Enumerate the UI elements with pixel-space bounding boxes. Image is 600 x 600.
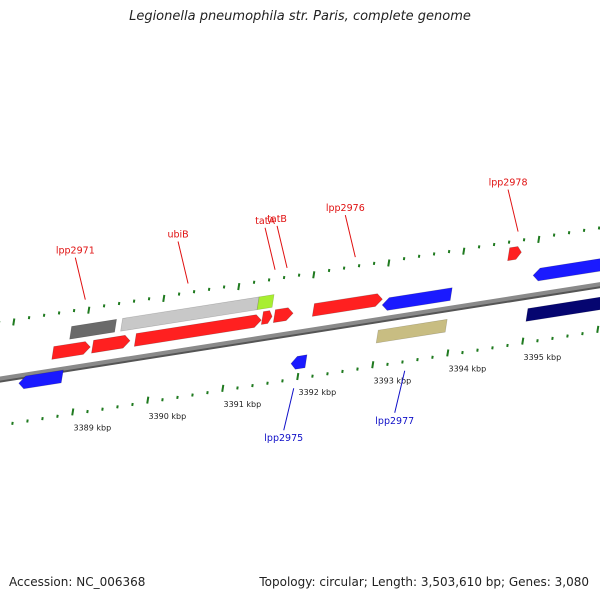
gene-label-lpp2978: lpp2978 [489,178,528,189]
feature-layer [18,246,600,390]
tick-label: 3394 kbp [448,365,486,374]
tick-mark [87,306,91,314]
gene-label-tatA: tatA [255,216,275,227]
tick-mark [296,372,300,381]
genome-stats-text: Topology: circular; Length: 3,503,610 bp… [259,575,589,589]
tick-label: 3391 kbp [223,400,261,409]
tick-mark [237,282,241,291]
gene-lpp2975 [290,354,308,370]
map-title: Legionella pneumophila str. Paris, compl… [129,9,471,24]
tick-mark [71,408,75,416]
tick-mark [221,384,225,392]
label-leader [264,227,276,270]
backbone-line [0,282,600,381]
tick-label: 3395 kbp [523,353,561,362]
tick-label: 3392 kbp [298,388,336,397]
gene-label-lpp2971: lpp2971 [56,246,95,257]
tick-mark [371,361,375,369]
tick-mark [387,259,391,267]
tick-label: 3389 kbp [73,424,111,433]
gene-lpp2978 [507,246,522,262]
label-leader [507,189,519,232]
feature-4 [525,296,600,322]
tick-mark [162,294,166,302]
gene-label-ubiB: ubiB [167,229,188,240]
gene-lpp2970 [18,369,64,390]
label-leader [74,257,86,300]
gene-lpp2976 [311,293,383,317]
gene-lpp2971 [51,341,91,360]
tick-mark [596,325,600,333]
gene-tatA [260,310,273,325]
tick-mark [521,337,525,345]
gene-label-lpp2977: lpp2977 [375,416,414,427]
gene-label-tatB: tatB [267,214,287,225]
tick-mark [446,349,450,357]
feature-0 [69,318,117,340]
label-leader [283,388,295,431]
label-leader [394,370,406,413]
tick-mark [12,318,16,326]
feature-2 [256,294,275,311]
label-leader [177,241,189,284]
tick-mark [146,396,150,404]
tick-layer: 3389 kbp 3390 kbp 3391 kbp 3392 kbp 3393 kbp… [0,226,600,433]
tick-label: 3393 kbp [373,376,411,385]
tick-label: 3390 kbp [148,412,186,421]
gene-ubiB [133,314,262,347]
tick-mark [312,271,316,279]
gene-tatB [272,307,294,323]
tick-mark [462,247,466,255]
accession-text: Accession: NC_006368 [9,575,146,589]
label-leader [276,225,288,269]
gene-label-lpp2976: lpp2976 [326,203,365,214]
gene-lpp2979 [532,258,600,282]
gene-lpp2972 [91,334,131,354]
gene-label-lpp2975: lpp2975 [264,433,303,444]
label-leader [344,215,356,258]
gene-lpp2977 [381,287,453,311]
feature-3 [375,318,448,344]
tick-mark [537,235,541,243]
backbone-layer [0,282,600,383]
